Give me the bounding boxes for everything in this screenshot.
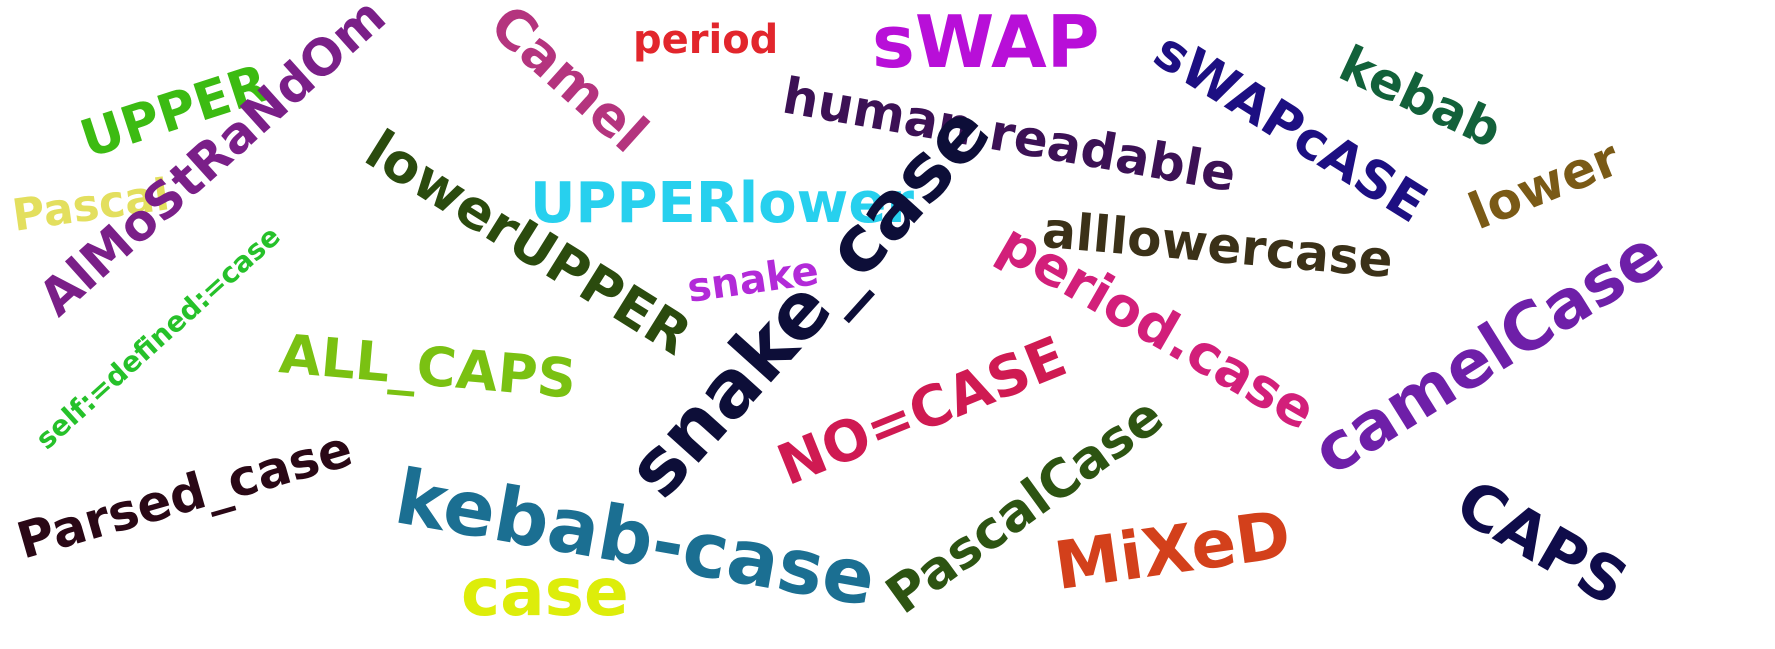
word-parsed-case: Parsed_case	[10, 419, 359, 571]
word-case: case	[461, 554, 629, 631]
word-mixed: MiXeD	[1049, 495, 1296, 606]
word-camel: Camel	[478, 0, 660, 165]
word-lowerupper: lowerUPPER	[354, 117, 703, 368]
word-all-caps: ALL_CAPS	[276, 322, 579, 411]
word-upperlower: UPPERlower	[530, 171, 914, 236]
word-caps: CAPS	[1444, 465, 1640, 621]
word-period: period	[633, 17, 779, 63]
word-swap: sWAP	[872, 0, 1100, 84]
